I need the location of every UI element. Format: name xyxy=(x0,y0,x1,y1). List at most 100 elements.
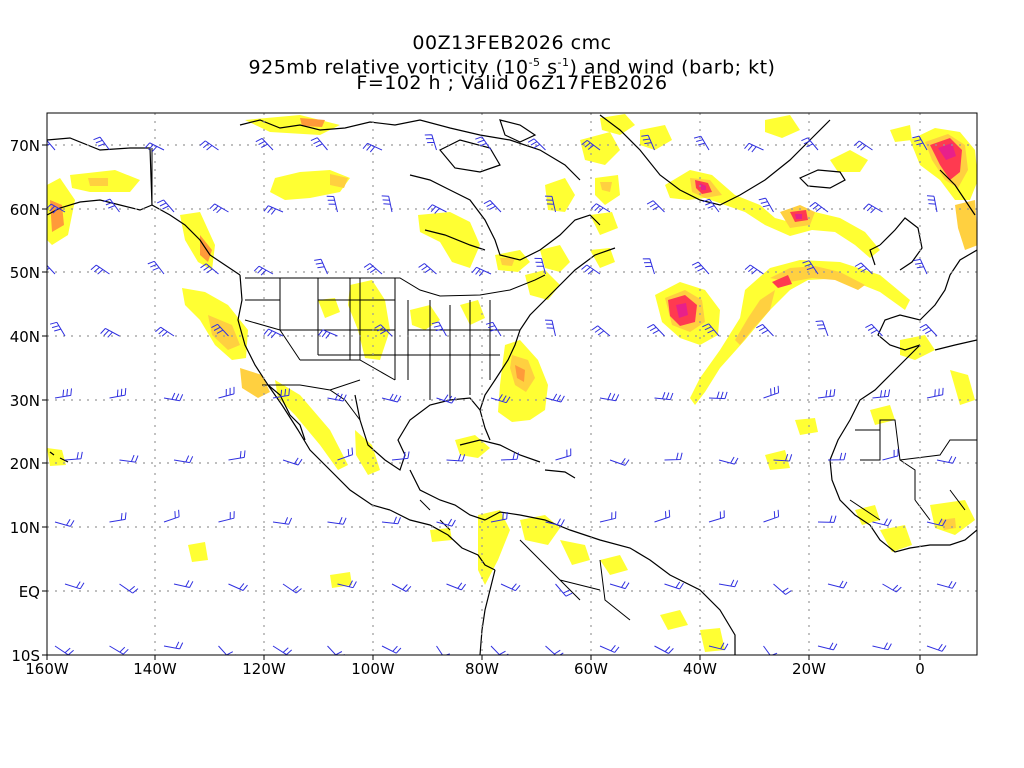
wind-barb xyxy=(119,454,139,463)
coast-segment xyxy=(479,569,496,655)
wind-barb xyxy=(54,519,75,527)
wind-barb xyxy=(827,580,848,589)
wind-barb xyxy=(718,579,739,588)
wind-barb xyxy=(485,321,502,337)
wind-barb xyxy=(854,262,873,275)
wind-barb xyxy=(199,140,219,151)
wind-barb xyxy=(545,518,565,527)
vort-region xyxy=(660,610,688,630)
wind-barb xyxy=(590,203,611,214)
lon-tick-label: 160W xyxy=(25,660,69,678)
vort-region xyxy=(275,380,348,470)
wind-barb xyxy=(642,258,655,275)
wind-barb xyxy=(544,319,556,337)
wind-barb xyxy=(555,583,573,597)
vort-region xyxy=(430,528,452,542)
wind-barb xyxy=(763,385,780,399)
vort-region xyxy=(348,280,390,360)
wind-barb xyxy=(327,517,347,525)
wind-barb xyxy=(641,134,655,151)
wind-barb xyxy=(936,580,957,589)
wind-barb xyxy=(103,198,120,213)
wind-barb xyxy=(872,389,891,399)
wind-barb xyxy=(109,512,127,523)
wind-barb xyxy=(708,510,725,523)
wind-barb xyxy=(418,263,437,275)
wind-barb xyxy=(544,195,556,213)
plot-area xyxy=(47,113,977,655)
wind-barb xyxy=(599,511,617,523)
coast-segment xyxy=(479,247,616,411)
wind-barb xyxy=(581,140,601,151)
wind-barb xyxy=(218,511,235,523)
wind-barb xyxy=(436,394,456,404)
wind-barb xyxy=(163,392,184,402)
vort-region xyxy=(410,305,440,330)
coast-segment xyxy=(934,339,977,351)
wind-barb xyxy=(471,266,492,277)
vort-region xyxy=(770,266,865,290)
wind-barb xyxy=(756,323,774,337)
title-field-prefix: 925mb relative vorticity (10 xyxy=(248,56,529,79)
wind-barb xyxy=(427,204,447,214)
vort-region xyxy=(870,405,895,425)
vort-region xyxy=(765,115,800,138)
coast-segment xyxy=(459,439,576,479)
wind-barb xyxy=(64,451,83,461)
wind-barb xyxy=(327,645,345,655)
wind-barb xyxy=(314,258,328,275)
wind-barb xyxy=(318,329,338,339)
wind-barb xyxy=(490,645,509,655)
wind-barb xyxy=(163,641,184,650)
wind-barb xyxy=(654,392,674,401)
wind-barb xyxy=(90,264,110,275)
vort-region xyxy=(560,540,590,565)
vort-region xyxy=(600,182,612,192)
vort-region xyxy=(245,115,340,135)
wind-barb xyxy=(801,137,819,151)
wind-barb xyxy=(436,645,450,655)
vort-region xyxy=(600,555,628,575)
wind-barb xyxy=(646,200,665,213)
vort-region xyxy=(795,214,802,219)
wind-barb xyxy=(47,264,56,275)
wind-barb xyxy=(156,199,175,213)
wind-barb xyxy=(200,263,219,275)
wind-barb xyxy=(581,264,601,275)
lat-tick-label: EQ xyxy=(19,583,40,601)
wind-barb xyxy=(272,517,293,525)
wind-barb xyxy=(708,642,729,651)
wind-barb xyxy=(109,388,127,399)
wind-barb xyxy=(490,511,508,523)
border-country xyxy=(419,499,451,531)
coast-segment xyxy=(499,119,537,143)
wind-barb xyxy=(490,394,511,404)
coast-segment xyxy=(599,114,831,206)
wind-barb xyxy=(809,202,829,213)
border-country xyxy=(849,419,977,521)
coast-segment xyxy=(47,199,153,216)
title-exp-1: -5 xyxy=(528,56,541,69)
coast-segment xyxy=(267,384,391,511)
border-state xyxy=(244,299,281,331)
wind-barb xyxy=(817,389,836,399)
vort-region xyxy=(525,270,560,300)
wind-barb xyxy=(609,581,630,590)
wind-barb xyxy=(693,135,710,151)
wind-barb xyxy=(763,645,778,655)
lat-tick-label: 20N xyxy=(10,455,40,473)
wind-barb xyxy=(475,136,492,151)
vort-region xyxy=(855,505,880,525)
wind-barb xyxy=(337,580,357,589)
wind-barb xyxy=(827,452,847,461)
wind-barb xyxy=(155,326,175,337)
wind-barb xyxy=(64,581,85,590)
wind-barb xyxy=(446,453,466,462)
vort-region xyxy=(545,178,575,212)
coast-segment xyxy=(798,169,846,189)
border-country xyxy=(519,539,631,621)
wind-barb xyxy=(802,260,819,275)
wind-barb xyxy=(919,323,938,337)
wind-barb xyxy=(272,645,293,655)
